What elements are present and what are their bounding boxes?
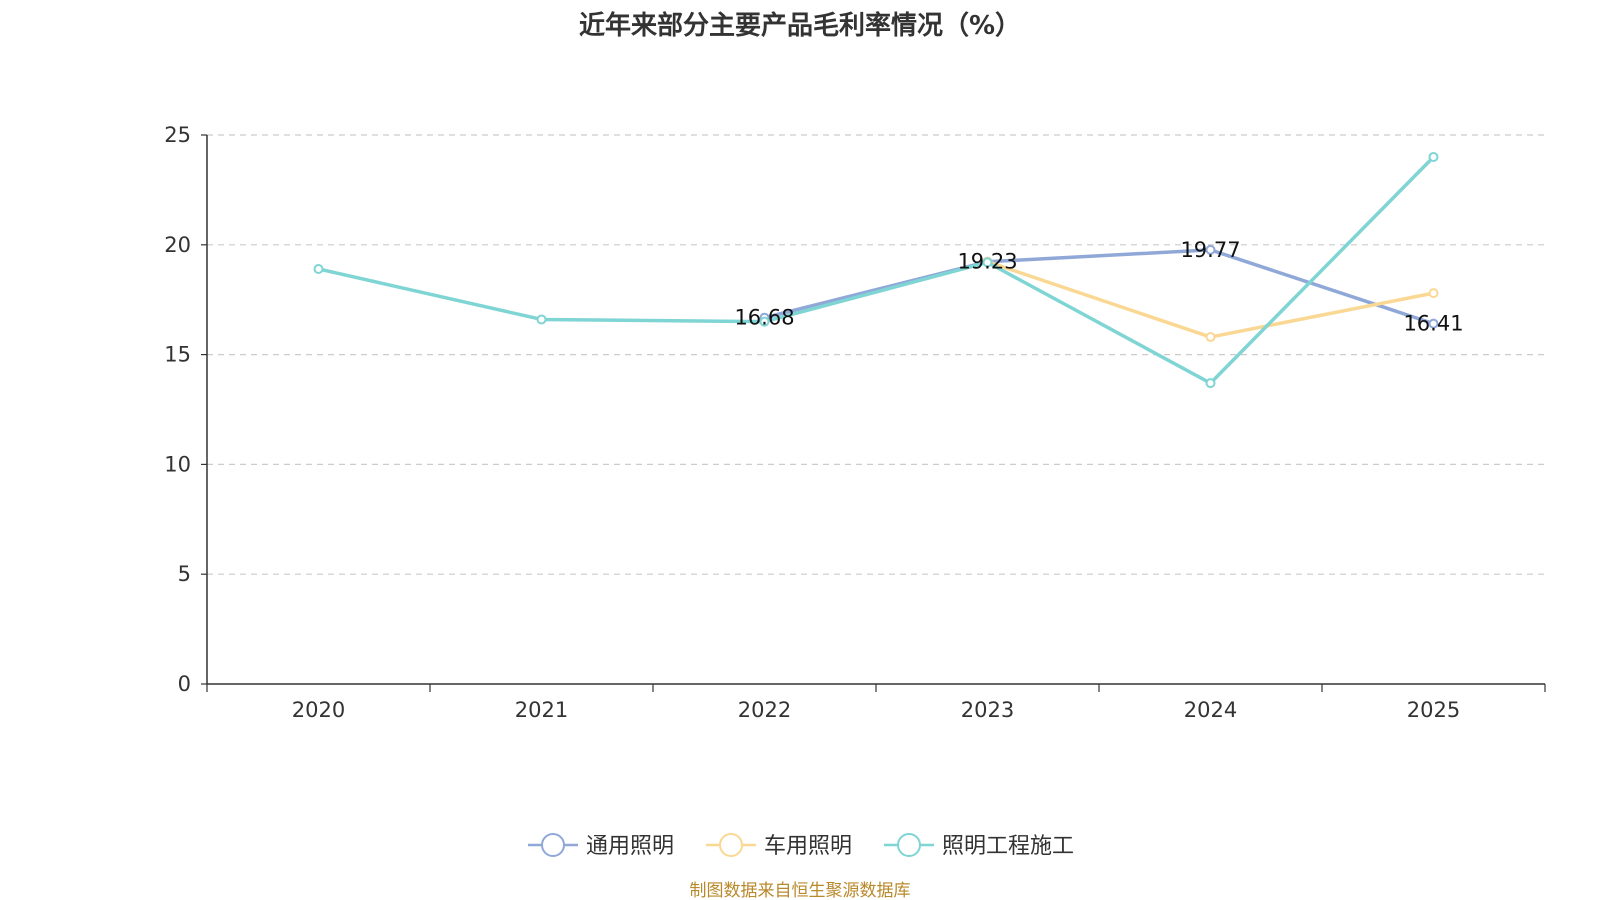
- y-tick-label: 25: [164, 123, 191, 147]
- chart-title: 近年来部分主要产品毛利率情况（%）: [579, 10, 1021, 41]
- data-point-2-2[interactable]: [759, 316, 770, 327]
- source-note: 制图数据来自恒生聚源数据库: [690, 881, 911, 900]
- y-tick-label: 20: [164, 233, 191, 257]
- data-label: 19.23: [957, 250, 1017, 274]
- y-tick-label: 15: [164, 343, 191, 367]
- x-tick-label: 2024: [1184, 698, 1237, 722]
- data-point-0-4[interactable]: [1205, 244, 1216, 255]
- data-labels: 16.68 19.23 19.77 16.41: [734, 238, 1463, 336]
- data-point-1-4[interactable]: [1205, 332, 1216, 343]
- y-tick-label: 0: [178, 672, 191, 696]
- data-point-2-3[interactable]: [982, 257, 993, 268]
- legend-label: 照明工程施工: [942, 834, 1074, 859]
- series-line-2: [316, 155, 1436, 385]
- data-label: 16.68: [734, 306, 794, 330]
- y-tick-label: 5: [178, 562, 191, 586]
- data-point-2-5[interactable]: [1428, 151, 1439, 162]
- legend-item-2[interactable]: 照明工程施工: [884, 833, 1074, 859]
- legend-item-1[interactable]: 车用照明: [706, 833, 852, 859]
- y-tick-label: 10: [164, 452, 191, 476]
- legend-item-0[interactable]: 通用照明: [528, 833, 674, 859]
- legend-label: 车用照明: [764, 834, 852, 859]
- data-point-2-4[interactable]: [1205, 378, 1216, 389]
- legend-marker: [897, 833, 921, 857]
- data-label: 19.77: [1180, 238, 1240, 262]
- x-tick-label: 2025: [1407, 698, 1460, 722]
- data-label: 16.41: [1403, 312, 1463, 336]
- series-line-0: [762, 248, 1436, 326]
- data-point-1-5[interactable]: [1428, 288, 1439, 299]
- legend-marker: [541, 833, 565, 857]
- grid-lines: [207, 134, 1545, 575]
- data-point-2-1[interactable]: [536, 314, 547, 325]
- legend[interactable]: 通用照明 车用照明 照明工程施工: [528, 833, 1074, 859]
- data-point-0-5[interactable]: [1428, 318, 1439, 329]
- x-tick-label: 2021: [515, 698, 568, 722]
- legend-marker: [719, 833, 743, 857]
- series-lines: [313, 151, 1439, 389]
- x-tick-label: 2020: [292, 698, 345, 722]
- x-tick-label: 2022: [738, 698, 791, 722]
- x-tick-label: 2023: [961, 698, 1014, 722]
- data-point-2-0[interactable]: [313, 263, 324, 274]
- legend-label: 通用照明: [586, 834, 674, 859]
